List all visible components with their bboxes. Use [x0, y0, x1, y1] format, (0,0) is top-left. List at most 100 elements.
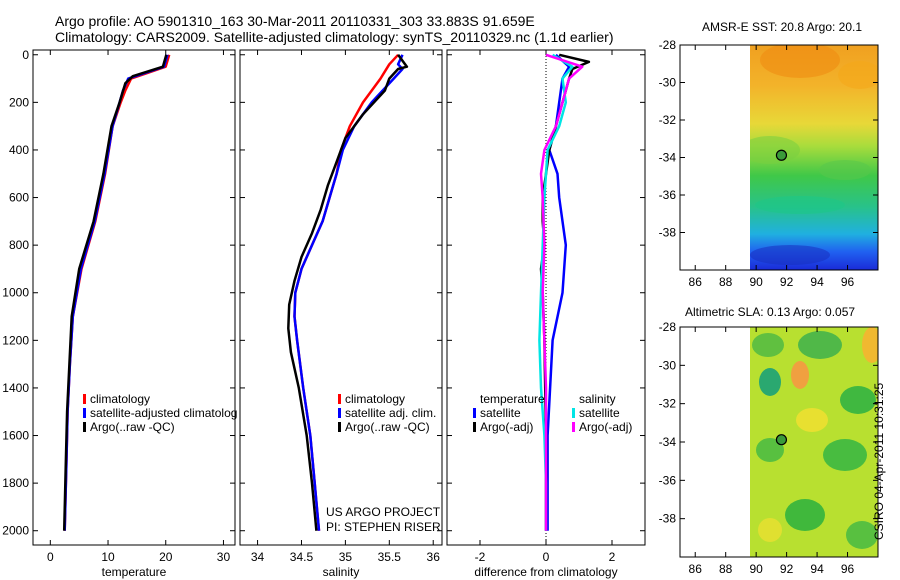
plot-frame: [239, 49, 443, 546]
legend-entry: satellite: [579, 406, 620, 420]
sla-low-patch: [798, 331, 842, 359]
sla-low-patch: [840, 386, 876, 414]
legend-swatch: [83, 408, 86, 418]
sst-warm-patch: [760, 45, 840, 78]
legend-swatch: [572, 408, 575, 418]
salinity-panel: 34 34.5 35 35.5 36 salinity climatologysatelli…: [239, 49, 443, 579]
y-tick-label: 800: [9, 238, 29, 252]
y-tick-label: -32: [659, 397, 677, 411]
x-tick-label: 2: [609, 550, 616, 564]
x-tick-label: 20: [159, 550, 173, 564]
legend-entry: satellite adj. clim.: [345, 406, 436, 420]
x-tick-label: 0: [47, 550, 54, 564]
sla-low-patch: [752, 333, 784, 357]
x-tick-label: 10: [101, 550, 115, 564]
legend-swatch: [338, 408, 341, 418]
x-tick-label: 96: [841, 275, 855, 289]
legend-entry: climatology: [90, 392, 150, 406]
sla-high-patch: [862, 327, 878, 363]
x-tick-label: -2: [475, 550, 486, 564]
x-tick-label: 36: [427, 550, 441, 564]
legend-group-title: temperature: [480, 392, 545, 406]
x-tick-label: 90: [749, 562, 763, 576]
y-tick-label: 1000: [2, 286, 29, 300]
sst-green-patch: [819, 160, 871, 180]
sla-map-title: Altimetric SLA: 0.13 Argo: 0.057: [685, 305, 855, 319]
x-tick-label: 34: [251, 550, 265, 564]
argo-float-marker: [775, 434, 788, 446]
series-line: [63, 54, 171, 531]
y-tick-label: -34: [659, 151, 677, 165]
y-tick-label: 2000: [2, 524, 29, 538]
legend-entry: climatology: [345, 392, 405, 406]
sla-low-patch: [846, 521, 878, 549]
timestamp-label: CSIRO 04-Apr-2011 10:31:25: [872, 382, 886, 540]
y-tick-label: -28: [659, 38, 677, 52]
profile-title: Argo profile: AO 5901310_163 30-Mar-2011…: [55, 13, 535, 29]
x-tick-label: 94: [810, 562, 824, 576]
y-tick-label: -32: [659, 113, 677, 127]
sla-low-patch: [785, 499, 825, 531]
series-line: [293, 54, 404, 531]
x-tick-label: 34.5: [290, 550, 314, 564]
series-line: [63, 54, 169, 531]
legend-swatch: [338, 394, 341, 404]
sla-high-patch: [796, 408, 828, 432]
x-axis-label: salinity: [323, 565, 360, 579]
y-tick-label: 1200: [2, 333, 29, 347]
legend-entry: Argo(-adj): [579, 420, 632, 434]
y-tick-label: 1600: [2, 429, 29, 443]
temperature-panel: 0 10 20 30 temperature 0 200 400 600 800 1000 1200 1…: [2, 48, 237, 579]
y-tick-label: -38: [659, 226, 677, 240]
sla-low-patch: [756, 438, 784, 462]
x-tick-label: 86: [689, 562, 703, 576]
legend-swatch: [83, 394, 86, 404]
plot-frame: [32, 49, 236, 546]
y-tick-label: -30: [659, 76, 677, 90]
y-tick-label: -36: [659, 473, 677, 487]
x-tick-label: 0: [543, 550, 550, 564]
series-line: [539, 53, 584, 531]
y-tick-label: -36: [659, 188, 677, 202]
legend-swatch: [338, 422, 341, 432]
legend-swatch: [473, 408, 476, 418]
sst-green-patch: [750, 136, 800, 164]
x-axis-label: temperature: [102, 565, 167, 579]
legend-swatch: [572, 422, 575, 432]
x-tick-label: 96: [841, 562, 855, 576]
sst-teal-patch: [755, 196, 845, 214]
sst-cold-patch: [750, 245, 830, 265]
sst-map: [750, 45, 878, 270]
series-line: [287, 54, 409, 531]
sla-map: [750, 327, 878, 557]
y-tick-label: 0: [22, 48, 29, 62]
x-tick-label: 35: [339, 550, 353, 564]
x-tick-label: 94: [810, 275, 824, 289]
sla-low-patch: [759, 368, 781, 396]
x-tick-label: 30: [217, 550, 231, 564]
y-tick-label: -34: [659, 435, 677, 449]
sla-high-patch: [758, 518, 782, 542]
y-tick-label: 400: [9, 143, 29, 157]
y-tick-label: 200: [9, 95, 29, 109]
x-tick-label: 35.5: [378, 550, 402, 564]
x-tick-label: 88: [719, 275, 733, 289]
legend-swatch: [473, 422, 476, 432]
legend-entry: Argo(-adj): [480, 420, 533, 434]
x-tick-label: 92: [780, 562, 794, 576]
sla-low-patch: [823, 439, 867, 471]
y-tick-label: -30: [659, 358, 677, 372]
x-axis-label: difference from climatology: [474, 565, 617, 579]
credit-pi: PI: STEPHEN RISER: [326, 520, 441, 534]
x-tick-label: 90: [749, 275, 763, 289]
y-tick-label: 1400: [2, 381, 29, 395]
x-tick-label: 88: [719, 562, 733, 576]
legend-group-title: salinity: [579, 392, 616, 406]
legend-entry: Argo(..raw -QC): [90, 420, 175, 434]
x-tick-label: 92: [780, 275, 794, 289]
legend-entry: Argo(..raw -QC): [345, 420, 430, 434]
series-line: [62, 54, 168, 531]
x-tick-label: 86: [689, 275, 703, 289]
sst-map-title: AMSR-E SST: 20.8 Argo: 20.1: [702, 20, 862, 34]
